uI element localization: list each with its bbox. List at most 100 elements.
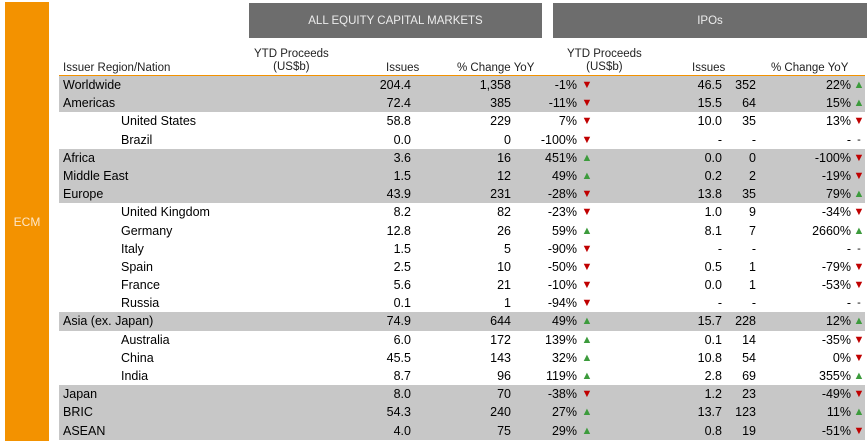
- ecm-change: -94%: [547, 296, 577, 311]
- ecm-proceeds: 0.0: [393, 132, 411, 147]
- ipo-trend-none-icon: -: [857, 297, 861, 310]
- ecm-change: -90%: [547, 241, 577, 256]
- ipo-trend-down-icon: ▼: [853, 333, 865, 346]
- col-header-proceeds-line2: (US$b): [273, 61, 310, 73]
- row-name: United States: [121, 114, 197, 129]
- ipo-proceeds: -: [717, 132, 722, 147]
- ipo-change: 0%: [832, 350, 851, 365]
- row-name: France: [121, 278, 160, 293]
- ipo-change: -79%: [821, 259, 851, 274]
- ecm-change: -23%: [547, 205, 577, 220]
- ecm-issues: 75: [497, 423, 511, 438]
- ecm-issues: 96: [497, 369, 511, 383]
- ecm-proceeds: 74.9: [386, 314, 411, 329]
- ecm-issues: 229: [490, 114, 511, 129]
- ipo-issues: -: [751, 132, 756, 147]
- ecm-proceeds: 8.2: [393, 205, 411, 220]
- row-name: BRIC: [63, 405, 93, 420]
- row-name: ASEAN: [63, 423, 106, 438]
- ipo-issues: 23: [742, 387, 756, 402]
- ecm-change: 27%: [551, 405, 577, 420]
- ecm-proceeds: 12.8: [386, 223, 411, 238]
- table-row: Middle East 1.5 12 49% 0.2 2 -19% ▲ ▼: [59, 166, 865, 186]
- row-name: Japan: [63, 387, 98, 402]
- ipo-trend-up-icon: ▲: [853, 406, 865, 419]
- ipo-change: -19%: [821, 168, 851, 183]
- table-row: United States 58.8 229 7% 10.0 35 13% ▼ ▼: [59, 112, 865, 130]
- col-header-region: Issuer Region/Nation: [63, 62, 171, 74]
- ecm-change: -11%: [548, 96, 577, 111]
- ipo-trend-down-icon: ▼: [853, 151, 865, 164]
- row-name: Russia: [121, 296, 160, 311]
- ipo-issues: 7: [749, 223, 756, 238]
- ecm-proceeds: 43.9: [386, 187, 411, 202]
- ecm-trend-down-icon: ▼: [581, 79, 593, 91]
- row-name: China: [121, 350, 154, 365]
- ecm-proceeds: 5.6: [393, 278, 411, 293]
- ecm-change: 451%: [545, 150, 577, 165]
- ipo-proceeds: 46.5: [697, 78, 722, 92]
- ecm-proceeds: 0.1: [393, 296, 411, 311]
- ecm-issues: 385: [490, 96, 511, 111]
- ipo-change: 22%: [825, 78, 851, 92]
- ecm-trend-down-icon: ▼: [581, 297, 593, 310]
- row-name: India: [121, 369, 149, 383]
- ipo-change: 355%: [819, 369, 851, 383]
- section-label-ecm: ECM: [5, 2, 49, 441]
- ipo-proceeds: 0.8: [704, 423, 722, 438]
- ecm-trend-up-icon: ▲: [581, 370, 593, 382]
- ecm-issues: 231: [490, 187, 511, 202]
- ipo-proceeds: 13.8: [697, 187, 722, 202]
- ecm-change: -38%: [547, 387, 577, 402]
- ipo-proceeds: 0.5: [704, 259, 722, 274]
- ipo-issues: -: [751, 296, 756, 311]
- ipo-issues: 123: [735, 405, 756, 420]
- ipo-proceeds: 0.0: [704, 278, 722, 293]
- ipo-proceeds: -: [717, 296, 722, 311]
- ecm-proceeds: 1.5: [393, 241, 411, 256]
- col-header-ecm-proceeds: YTD Proceeds (US$b): [254, 48, 329, 74]
- ipo-change: -53%: [821, 278, 851, 293]
- ecm-issues: 26: [497, 223, 511, 238]
- ipo-change: 2660%: [812, 223, 851, 238]
- ecm-change: -100%: [540, 132, 577, 147]
- ecm-trend-up-icon: ▲: [581, 351, 593, 364]
- ecm-proceeds: 58.8: [386, 114, 411, 129]
- ipo-change: 15%: [825, 96, 851, 111]
- ecm-change: 49%: [551, 168, 577, 183]
- col-header-ecm-change: % Change YoY: [457, 62, 535, 74]
- col-header-ipo-change: % Change YoY: [771, 62, 849, 74]
- ecm-trend-down-icon: ▼: [581, 242, 593, 255]
- table-row: United Kingdom 8.2 82 -23% 1.0 9 -34% ▼ ▼: [59, 203, 865, 221]
- ipo-trend-up-icon: ▲: [853, 370, 865, 382]
- ecm-trend-down-icon: ▼: [581, 206, 593, 219]
- ipo-change: -: [846, 132, 851, 147]
- ecm-trend-down-icon: ▼: [581, 115, 593, 128]
- row-name: Americas: [63, 96, 116, 111]
- col-header-ipo-proceeds: YTD Proceeds (US$b): [567, 48, 642, 74]
- ipo-trend-none-icon: -: [857, 133, 861, 146]
- ipo-trend-down-icon: ▼: [853, 260, 865, 273]
- ipo-change: -: [846, 296, 851, 311]
- row-name: Brazil: [121, 132, 153, 147]
- col-header-ipo-issues: Issues: [692, 62, 726, 74]
- row-name: Germany: [121, 223, 173, 238]
- col-header-proceeds-line2: (US$b): [586, 61, 623, 73]
- group-header-ecm: ALL EQUITY CAPITAL MARKETS: [249, 3, 542, 38]
- ipo-proceeds: 2.8: [704, 369, 722, 383]
- table-row: Africa 3.6 16 451% 0.0 0 -100% ▲ ▼: [59, 148, 865, 167]
- ecm-trend-up-icon: ▲: [581, 151, 593, 164]
- ecm-issues: 644: [490, 314, 511, 329]
- ecm-proceeds: 204.4: [379, 78, 411, 92]
- ecm-trend-up-icon: ▲: [581, 333, 593, 346]
- table-row: Australia 6.0 172 139% 0.1 14 -35% ▲ ▼: [59, 331, 865, 349]
- ipo-change: -100%: [814, 150, 851, 165]
- ecm-issues: 12: [497, 168, 511, 183]
- ecm-issues: 240: [490, 405, 511, 420]
- row-name: Worldwide: [63, 78, 122, 92]
- ipo-proceeds: 10.8: [697, 350, 722, 365]
- col-header-ecm-issues: Issues: [386, 62, 420, 74]
- ipo-proceeds: -: [717, 241, 722, 256]
- ecm-proceeds: 8.0: [393, 387, 411, 402]
- ipo-change: 13%: [825, 114, 851, 129]
